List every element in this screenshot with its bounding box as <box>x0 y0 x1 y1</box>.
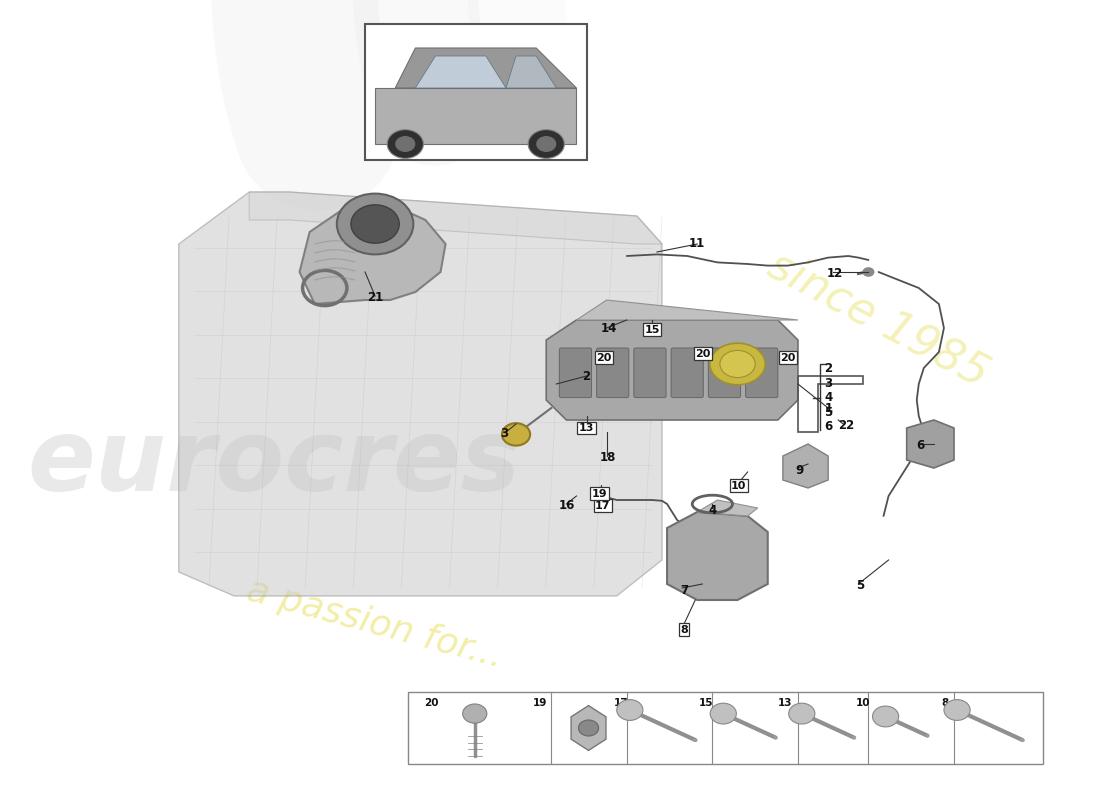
Circle shape <box>872 706 899 727</box>
Text: 1: 1 <box>825 402 833 414</box>
Text: 4: 4 <box>824 391 833 404</box>
Text: 11: 11 <box>689 237 705 250</box>
Circle shape <box>502 423 530 446</box>
Text: 20: 20 <box>425 698 439 709</box>
Polygon shape <box>299 204 446 304</box>
Text: 4: 4 <box>708 504 717 517</box>
Text: 22: 22 <box>838 419 855 432</box>
Text: 18: 18 <box>600 451 616 464</box>
Circle shape <box>387 130 424 158</box>
FancyBboxPatch shape <box>746 348 778 398</box>
Text: 21: 21 <box>367 291 383 304</box>
Text: 16: 16 <box>558 499 574 512</box>
Text: 6: 6 <box>916 439 925 452</box>
Circle shape <box>944 699 970 721</box>
Text: 3: 3 <box>500 427 508 440</box>
Circle shape <box>536 136 557 152</box>
Text: 8: 8 <box>940 698 948 709</box>
Text: 20: 20 <box>695 349 711 358</box>
Text: 2: 2 <box>583 370 591 382</box>
Polygon shape <box>250 192 662 244</box>
FancyBboxPatch shape <box>634 348 667 398</box>
Polygon shape <box>571 706 606 750</box>
FancyBboxPatch shape <box>596 348 629 398</box>
Circle shape <box>395 136 416 152</box>
Polygon shape <box>697 500 758 516</box>
Text: since 1985: since 1985 <box>761 244 996 396</box>
Text: 5: 5 <box>824 406 833 418</box>
FancyBboxPatch shape <box>671 348 703 398</box>
Polygon shape <box>667 512 768 600</box>
Text: a passion for...: a passion for... <box>243 574 507 674</box>
Text: 2: 2 <box>824 362 833 374</box>
Text: eurocres: eurocres <box>28 415 521 513</box>
Polygon shape <box>547 320 798 420</box>
Text: 6: 6 <box>824 420 833 433</box>
Text: 17: 17 <box>614 698 628 709</box>
Text: 19: 19 <box>592 489 607 498</box>
Polygon shape <box>506 56 557 88</box>
FancyBboxPatch shape <box>559 348 592 398</box>
Text: 10: 10 <box>730 481 746 490</box>
Text: 5: 5 <box>856 579 865 592</box>
Ellipse shape <box>719 350 756 378</box>
Polygon shape <box>179 192 662 596</box>
Polygon shape <box>783 444 828 488</box>
Text: 9: 9 <box>795 464 804 477</box>
Text: 13: 13 <box>778 698 792 709</box>
Text: 7: 7 <box>680 584 689 597</box>
Bar <box>365 24 586 160</box>
Circle shape <box>528 130 564 158</box>
Polygon shape <box>375 88 576 144</box>
Polygon shape <box>906 420 954 468</box>
Text: 3: 3 <box>824 377 833 390</box>
Ellipse shape <box>710 343 766 385</box>
Polygon shape <box>576 300 798 320</box>
Circle shape <box>351 205 399 243</box>
Circle shape <box>337 194 414 254</box>
Circle shape <box>789 703 815 724</box>
Circle shape <box>711 703 736 724</box>
Text: 8: 8 <box>680 625 689 634</box>
Text: 15: 15 <box>645 325 660 334</box>
Circle shape <box>862 267 874 277</box>
Circle shape <box>463 704 487 723</box>
Text: 19: 19 <box>534 698 548 709</box>
Text: 10: 10 <box>856 698 870 709</box>
Circle shape <box>579 720 598 736</box>
Text: 12: 12 <box>827 267 844 280</box>
Circle shape <box>617 699 642 721</box>
FancyBboxPatch shape <box>708 348 740 398</box>
Text: 13: 13 <box>579 423 594 433</box>
Text: 20: 20 <box>596 353 612 362</box>
Text: 15: 15 <box>700 698 714 709</box>
Text: 20: 20 <box>780 353 795 362</box>
Polygon shape <box>416 56 506 88</box>
Polygon shape <box>395 48 576 88</box>
Text: 14: 14 <box>601 322 617 334</box>
Text: 17: 17 <box>595 501 610 510</box>
Bar <box>408 692 1043 764</box>
